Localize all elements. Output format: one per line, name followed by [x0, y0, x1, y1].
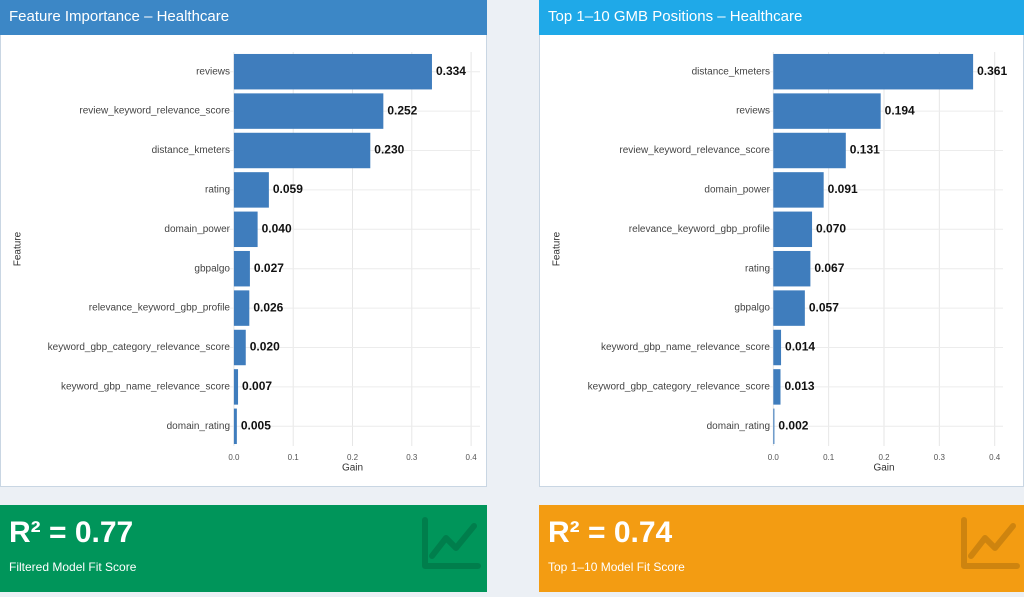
x-tick-label: 0.1: [823, 453, 835, 462]
bar: [773, 53, 974, 90]
bar: [233, 53, 432, 90]
value-box-value: R² = 0.77: [9, 516, 133, 549]
bar: [773, 329, 782, 366]
x-tick-label: 0.1: [288, 453, 300, 462]
panel-title: Feature Importance – Healthcare: [9, 8, 229, 25]
y-axis-label: Feature: [13, 231, 24, 266]
y-tick-label: domain_power: [704, 185, 770, 196]
y-tick-label: reviews: [196, 66, 230, 77]
panel-header: [0, 0, 487, 35]
data-label: 0.334: [436, 64, 466, 78]
x-axis-label: Gain: [873, 463, 894, 474]
value-box: [0, 505, 487, 592]
value-box-subtitle: Filtered Model Fit Score: [9, 560, 137, 574]
data-label: 0.057: [809, 300, 839, 314]
bar: [233, 408, 237, 445]
data-label: 0.002: [778, 418, 808, 432]
data-label: 0.013: [784, 379, 814, 393]
bar: [773, 408, 775, 445]
y-tick-label: domain_rating: [707, 421, 770, 432]
data-label: 0.194: [885, 103, 915, 117]
y-tick-label: distance_kmeters: [152, 145, 230, 156]
y-axis-label: Feature: [552, 231, 563, 266]
y-tick-label: keyword_gbp_category_relevance_score: [48, 342, 231, 353]
bar: [233, 250, 250, 287]
data-label: 0.131: [850, 143, 880, 157]
data-label: 0.067: [814, 261, 844, 275]
x-tick-label: 0.3: [934, 453, 946, 462]
bar: [773, 93, 881, 129]
data-label: 0.026: [253, 300, 283, 314]
y-tick-label: keyword_gbp_category_relevance_score: [588, 382, 771, 393]
data-label: 0.091: [828, 182, 858, 196]
data-label: 0.007: [242, 379, 272, 393]
x-tick-label: 0.4: [466, 453, 478, 462]
value-box-subtitle: Top 1–10 Model Fit Score: [548, 560, 685, 574]
icon: [961, 517, 1020, 569]
y-tick-label: relevance_keyword_gbp_profile: [89, 303, 231, 314]
y-tick-label: rating: [205, 185, 230, 196]
y-tick-label: rating: [745, 263, 770, 274]
y-tick-label: domain_power: [164, 224, 230, 235]
panel-header: [539, 0, 1024, 35]
data-label: 0.230: [374, 143, 404, 157]
bar: [773, 250, 811, 287]
bar: [773, 172, 824, 208]
data-label: 0.361: [977, 64, 1007, 78]
x-tick-label: 0.0: [228, 453, 240, 462]
panel-title: Top 1–10 GMB Positions – Healthcare: [548, 8, 802, 25]
data-label: 0.059: [273, 182, 303, 196]
x-tick-label: 0.4: [989, 453, 1001, 462]
bar: [233, 211, 258, 248]
data-label: 0.014: [785, 340, 815, 354]
x-tick-label: 0.2: [878, 453, 890, 462]
bar: [233, 172, 269, 208]
bar: [773, 132, 846, 169]
icon: [422, 517, 481, 569]
y-tick-label: gbpalgo: [194, 263, 230, 274]
data-label: 0.027: [254, 261, 284, 275]
data-label: 0.040: [262, 221, 292, 235]
y-tick-label: review_keyword_relevance_score: [619, 145, 770, 156]
y-tick-label: relevance_keyword_gbp_profile: [629, 224, 771, 235]
x-tick-label: 0.2: [347, 453, 359, 462]
data-label: 0.005: [241, 418, 271, 432]
data-label: 0.020: [250, 340, 280, 354]
value-box-value: R² = 0.74: [548, 516, 673, 549]
bar: [233, 369, 239, 405]
bar: [233, 329, 246, 366]
y-tick-label: reviews: [736, 106, 770, 117]
bar: [773, 290, 805, 326]
data-label: 0.252: [387, 103, 417, 117]
bar: [773, 211, 813, 248]
x-tick-label: 0.0: [768, 453, 780, 462]
y-tick-label: domain_rating: [167, 421, 230, 432]
y-tick-label: keyword_gbp_name_relevance_score: [601, 342, 770, 353]
y-tick-label: review_keyword_relevance_score: [79, 106, 230, 117]
y-tick-label: keyword_gbp_name_relevance_score: [61, 382, 230, 393]
bar: [233, 132, 371, 169]
x-axis-label: Gain: [342, 463, 363, 474]
x-tick-label: 0.3: [406, 453, 418, 462]
bar: [233, 290, 250, 326]
data-label: 0.070: [816, 221, 846, 235]
y-tick-label: gbpalgo: [734, 303, 770, 314]
bar: [773, 369, 781, 405]
bar: [233, 93, 384, 129]
y-tick-label: distance_kmeters: [692, 66, 770, 77]
value-box: [539, 505, 1024, 592]
